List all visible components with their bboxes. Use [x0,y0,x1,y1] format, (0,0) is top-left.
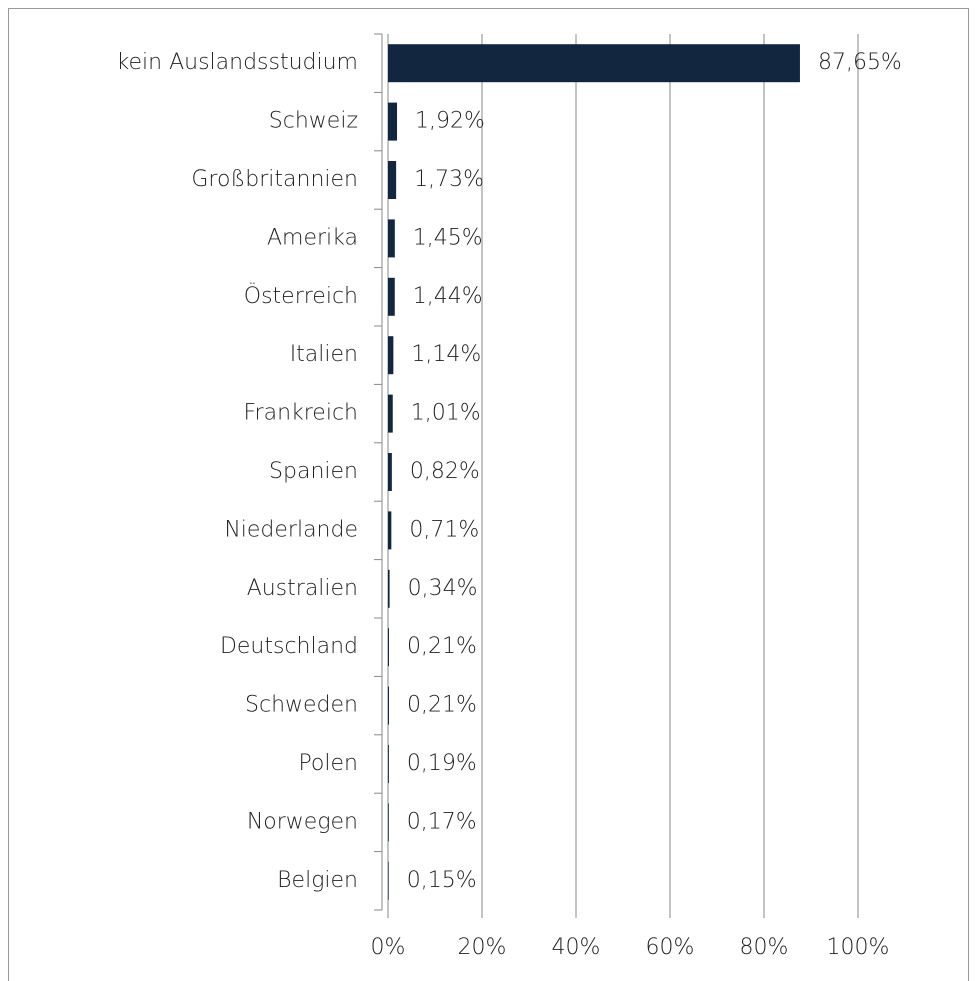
bar [388,336,394,375]
value-label: 1,14% [411,342,481,367]
value-label: 0,21% [407,634,477,659]
bar [388,569,390,608]
y-tick-label: kein Auslandsstudium [117,50,358,75]
value-label: 0,17% [407,809,477,834]
value-label: 1,01% [411,401,481,426]
bar [388,745,389,783]
value-label: 1,44% [413,284,483,309]
value-label: 0,34% [408,576,478,601]
y-tick-label: Niederlande [224,517,358,542]
bar [388,628,389,667]
y-tick-label: Amerika [267,225,358,250]
bar [388,277,395,316]
y-tick-label: Österreich [244,282,358,309]
x-tick-label: 100% [827,935,890,960]
x-tick-label: 40% [552,935,601,960]
bar [388,511,392,550]
value-label: 0,19% [407,751,477,776]
value-label: 1,92% [415,109,485,134]
y-tick-label: Frankreich [243,401,358,426]
y-tick-label: Schweiz [269,109,358,134]
bar [388,44,800,83]
bar [388,394,393,433]
y-tick-label: Deutschland [220,634,358,659]
value-label: 1,73% [414,167,484,192]
bar [388,861,389,900]
y-tick-label: Norwegen [247,809,358,834]
bar [388,803,389,842]
bar [388,686,389,725]
value-label: 0,15% [407,868,477,893]
bar [388,102,398,141]
chart-frame [8,8,969,981]
bar [388,219,395,258]
x-tick-label: 20% [458,935,507,960]
y-tick-label: Schweden [245,693,358,718]
value-label: 0,21% [407,693,477,718]
x-tick-label: 80% [740,935,789,960]
y-tick-label: Italien [290,342,358,367]
bar [388,161,397,199]
x-tick-label: 0% [371,935,406,960]
x-tick-label: 60% [646,935,695,960]
value-label: 0,82% [410,459,480,484]
value-label: 87,65% [818,50,902,75]
y-tick-label: Australien [247,576,358,601]
y-tick-label: Polen [298,751,358,776]
value-label: 1,45% [413,225,483,250]
y-tick-label: Großbritannien [191,167,358,192]
y-tick-label: Belgien [277,868,358,893]
bar [388,453,392,491]
value-label: 0,71% [409,517,479,542]
y-tick-label: Spanien [269,459,358,484]
